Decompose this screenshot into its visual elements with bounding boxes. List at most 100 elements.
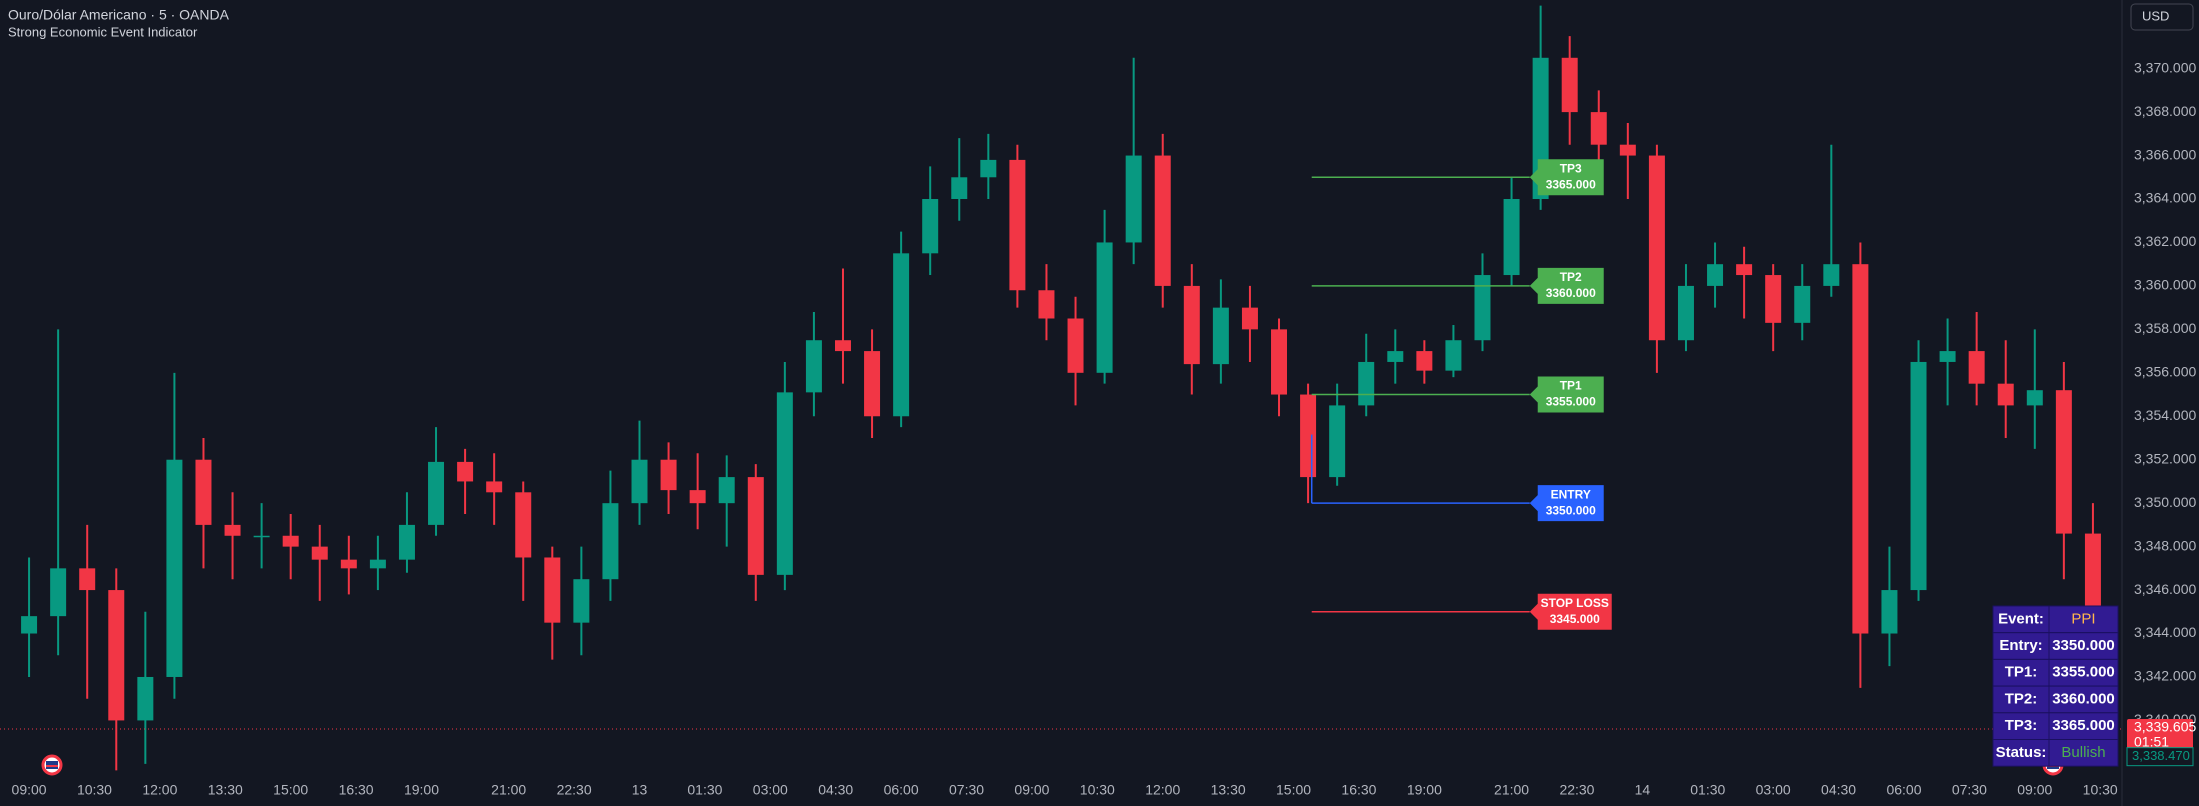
candle-body — [1707, 264, 1724, 286]
x-tick-label: 13 — [632, 782, 648, 798]
candle-body — [1067, 318, 1084, 373]
candle-body — [1009, 159, 1026, 291]
y-tick-label: 3,360.000 — [2134, 277, 2196, 293]
candle-body — [195, 459, 212, 525]
level-label: ENTRY — [1551, 487, 1591, 501]
x-tick-label: 21:00 — [491, 782, 526, 798]
table-value: 3355.000 — [2052, 664, 2115, 681]
candle-body — [747, 477, 764, 575]
currency-button[interactable] — [2130, 3, 2194, 31]
x-tick-label: 09:00 — [12, 782, 47, 798]
candle-body — [864, 351, 881, 417]
x-tick-label: 16:30 — [1341, 782, 1376, 798]
candle-body — [1794, 285, 1811, 323]
x-tick-label: 04:30 — [1821, 782, 1856, 798]
level-label: STOP LOSS — [1541, 596, 1609, 610]
x-tick-label: 04:30 — [818, 782, 853, 798]
candle-body — [573, 579, 590, 623]
candle-body — [660, 459, 677, 491]
candle-body — [1416, 351, 1433, 371]
table-cell — [2048, 685, 2119, 714]
x-tick-label: 15:00 — [1276, 782, 1311, 798]
level-badge — [1529, 267, 1604, 304]
candle-body — [893, 253, 910, 417]
candle-body — [980, 159, 997, 178]
candle-body — [805, 340, 822, 393]
level-label: TP2 — [1560, 270, 1582, 284]
candle-body — [1619, 144, 1636, 156]
currency-label[interactable]: USD — [2142, 8, 2169, 23]
secondary-price-badge — [2126, 747, 2194, 767]
candle-body — [79, 568, 96, 591]
table-cell — [1992, 712, 2050, 740]
candle-body — [311, 546, 328, 560]
x-tick-label: 21:00 — [1494, 782, 1529, 798]
candle-body — [1677, 285, 1694, 341]
candle-body — [689, 490, 706, 504]
x-tick-label: 22:30 — [557, 782, 592, 798]
candle-body — [1445, 340, 1462, 371]
x-tick-label: 12:00 — [142, 782, 177, 798]
candle-body — [282, 535, 299, 547]
countdown-label: 01:51 — [2134, 734, 2169, 750]
level-value: 3360.000 — [1546, 286, 1596, 300]
level-label: TP1 — [1560, 379, 1582, 393]
table-cell — [2048, 605, 2119, 634]
x-tick-label: 07:30 — [1952, 782, 1987, 798]
table-label: TP2: — [2005, 690, 2038, 707]
candle-body — [1329, 405, 1346, 478]
y-tick-label: 3,342.000 — [2134, 668, 2196, 684]
table-label: Entry: — [1999, 637, 2042, 654]
candle-body — [166, 459, 183, 677]
level-label: TP3 — [1560, 161, 1582, 175]
y-tick-label: 3,356.000 — [2134, 364, 2196, 380]
x-tick-label: 12:00 — [1145, 782, 1180, 798]
table-cell — [1992, 605, 2050, 634]
candle-body — [369, 559, 386, 569]
candle-body — [515, 492, 532, 558]
candle-body — [1997, 383, 2014, 406]
candle-body — [108, 590, 125, 721]
candle-body — [1736, 264, 1753, 276]
candle-body — [922, 199, 939, 254]
x-tick-label: 10:30 — [1080, 782, 1115, 798]
candle-body — [718, 477, 735, 504]
x-tick-label: 19:00 — [404, 782, 439, 798]
candle-body — [1154, 155, 1171, 286]
level-badge — [1529, 593, 1612, 630]
candle-body — [602, 503, 619, 580]
plot: TP3 3365.000 TP2 3360.000 TP1 3355.000 ENTRY 33… — [0, 5, 2122, 771]
table-value: 3350.000 — [2052, 637, 2115, 654]
candle-body — [1271, 329, 1288, 395]
candle-body — [1561, 57, 1578, 113]
candle-body — [776, 392, 793, 575]
indicator-title: Strong Economic Event Indicator — [8, 24, 198, 39]
candle-body — [1474, 275, 1491, 341]
x-tick-label: 03:00 — [1756, 782, 1791, 798]
y-tick-label: 3,364.000 — [2134, 190, 2196, 206]
candle-body — [340, 559, 357, 569]
table-cell — [1992, 658, 2050, 687]
table-cell — [1992, 739, 2050, 767]
level-badge — [1529, 159, 1604, 196]
level-value: 3345.000 — [1550, 612, 1600, 626]
x-tick-label: 01:30 — [687, 782, 722, 798]
last-price-label: 3,339.605 — [2134, 719, 2196, 735]
table-label: TP3: — [2005, 717, 2038, 734]
x-tick-label: 09:00 — [1014, 782, 1049, 798]
y-tick-label: 3,350.000 — [2134, 494, 2196, 510]
x-tick-label: 06:00 — [1886, 782, 1921, 798]
candle-body — [2026, 390, 2043, 406]
x-tick-label: 16:30 — [339, 782, 374, 798]
x-tick-label: 06:00 — [884, 782, 919, 798]
candle-body — [2055, 390, 2072, 534]
level-badge — [1529, 485, 1604, 522]
candle-body — [1241, 307, 1258, 330]
candle-body — [834, 340, 851, 352]
x-tick-label: 14 — [1635, 782, 1651, 798]
x-tick-label: 03:00 — [753, 782, 788, 798]
x-tick-label: 13:30 — [208, 782, 243, 798]
y-tick-label: 3,344.000 — [2134, 624, 2196, 640]
symbol-title: Ouro/Dólar Americano · 5 · OANDA — [8, 7, 230, 23]
